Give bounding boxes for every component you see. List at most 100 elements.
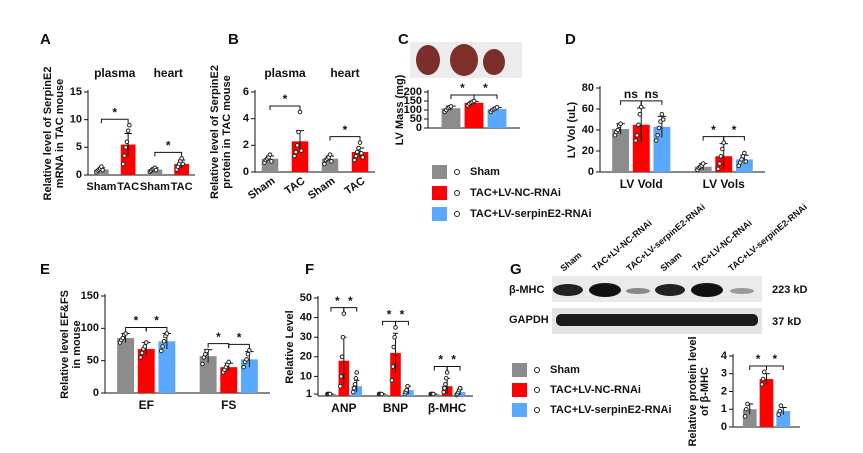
group-label: plasma	[264, 66, 306, 80]
panel-letter: C	[398, 31, 409, 48]
x-tick-label: Sham	[86, 181, 116, 193]
data-point	[700, 161, 706, 166]
panel-letter: F	[305, 261, 314, 278]
data-point	[636, 122, 641, 128]
legend-marker	[454, 211, 460, 217]
data-point	[444, 370, 450, 375]
data-point	[448, 104, 454, 109]
data-point	[338, 374, 344, 379]
panel-letter: B	[228, 31, 239, 48]
y-tick-label: 5	[76, 141, 82, 153]
lane-label: Sham	[558, 250, 583, 273]
significance-label: *	[483, 81, 488, 95]
data-point	[338, 383, 343, 389]
significance-bracket	[154, 151, 183, 157]
y-tick-label: 20	[582, 145, 594, 157]
data-point	[100, 167, 105, 173]
legend-swatch	[512, 383, 527, 397]
legend-label: TAC+LV-serpinE2-RNAi	[550, 404, 672, 416]
data-point	[615, 127, 621, 133]
significance-label: *	[438, 353, 443, 367]
blot-size-label: 37 kD	[772, 316, 801, 328]
y-tick-label: 3	[721, 368, 727, 380]
data-point	[761, 369, 767, 375]
data-point	[357, 140, 363, 145]
bar	[653, 126, 671, 172]
significance-bracket	[145, 327, 168, 332]
lane-label: TAC+LV-NC-RNAi	[690, 218, 753, 273]
data-point	[389, 378, 395, 383]
legend-marker	[534, 367, 540, 373]
y-tick-label: 80	[582, 82, 594, 94]
bar	[117, 338, 135, 393]
significance-label: *	[335, 294, 340, 308]
data-point	[393, 325, 398, 330]
y-axis-label: LV Mass (mg)	[394, 74, 406, 145]
significance-bracket	[395, 320, 409, 326]
lane-label: TAC+LV-NC-RNAi	[590, 218, 653, 273]
significance-bracket	[766, 365, 784, 370]
data-point	[442, 385, 447, 391]
y-axis-label: of β-MHC	[699, 367, 711, 416]
data-point	[123, 331, 128, 336]
data-point	[226, 359, 232, 365]
data-point	[743, 159, 749, 164]
y-tick-label: 40	[300, 312, 312, 324]
data-point	[659, 111, 665, 117]
data-point	[715, 166, 721, 172]
panel-letter: D	[565, 31, 576, 48]
significance-bracket	[330, 307, 345, 312]
data-point	[745, 401, 750, 407]
data-point	[443, 376, 449, 381]
y-axis-label: Relative level of SerpinE2	[209, 65, 221, 199]
data-point	[350, 389, 356, 395]
y-tick-label: 50	[410, 113, 422, 125]
data-point	[354, 149, 360, 155]
y-tick-label: 6	[243, 86, 249, 98]
x-tick-label: EF	[139, 398, 154, 412]
data-point	[443, 381, 448, 387]
data-point	[244, 357, 249, 362]
data-point	[717, 161, 722, 166]
significance-bracket	[723, 136, 745, 141]
bar	[390, 352, 401, 396]
significance-label: *	[773, 352, 778, 366]
legend-swatch	[512, 403, 527, 417]
data-point	[139, 350, 145, 356]
y-tick-label: 0	[721, 421, 727, 433]
significance-label: *	[237, 330, 242, 344]
x-tick-label: FS	[221, 398, 236, 412]
y-tick-label: 50	[300, 292, 312, 304]
data-point	[718, 153, 724, 159]
data-point	[161, 338, 167, 344]
significance-bracket	[640, 100, 663, 105]
significance-bracket	[100, 118, 129, 124]
y-tick-label: 50	[87, 355, 99, 367]
data-point	[127, 122, 132, 128]
data-point	[778, 403, 784, 409]
bar	[158, 341, 176, 393]
significance-label: *	[400, 308, 405, 322]
y-tick-label: 2	[721, 385, 727, 397]
data-point	[293, 149, 299, 155]
data-point	[760, 376, 766, 382]
significance-bracket	[269, 105, 301, 110]
data-point	[494, 105, 500, 110]
blot-size-label: 223 kD	[772, 284, 808, 296]
y-tick-label: 200	[404, 86, 422, 98]
significance-label: *	[283, 92, 288, 106]
x-tick-label: TAC	[171, 181, 193, 193]
y-tick-label: 60	[582, 103, 594, 115]
legend-label: TAC+LV-serpinE2-RNAi	[470, 208, 592, 220]
data-point	[296, 129, 301, 135]
significance-bracket	[620, 100, 642, 105]
legend-marker	[534, 407, 540, 413]
legend-marker	[454, 169, 460, 175]
panel-letter: E	[40, 261, 50, 278]
y-tick-label: 100	[404, 104, 422, 116]
y-tick-label: 20	[300, 351, 312, 363]
data-point	[180, 161, 186, 167]
data-point	[353, 376, 359, 381]
data-point	[123, 145, 128, 150]
y-axis-label: Relative level of SerpinE2	[42, 67, 54, 201]
